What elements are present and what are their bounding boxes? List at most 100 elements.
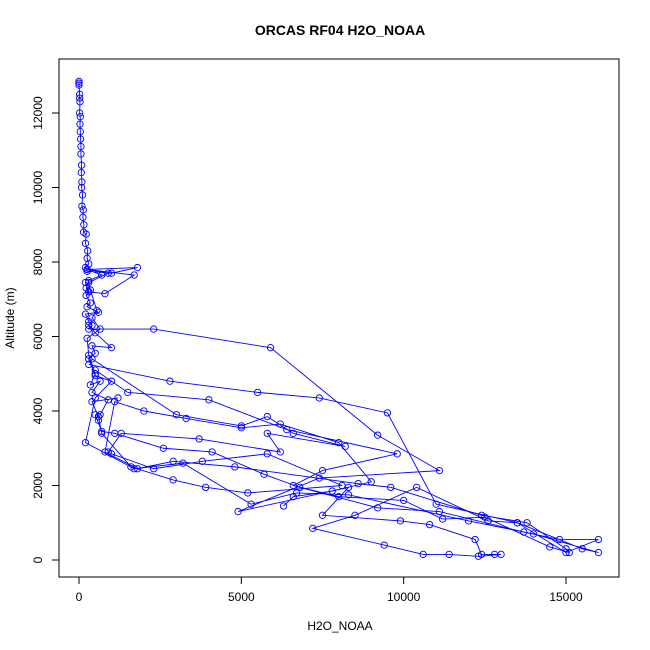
data-point	[101, 448, 109, 456]
series-5	[81, 265, 138, 424]
x-tick-label: 10000	[387, 590, 421, 604]
data-point	[263, 450, 271, 458]
x-axis: 0 5000 10000 15000	[76, 576, 583, 604]
data-point	[315, 394, 323, 402]
series-3	[88, 355, 349, 497]
data-point	[76, 98, 84, 106]
data-point	[76, 135, 85, 143]
data-point	[276, 420, 284, 428]
data-point	[351, 511, 359, 519]
data-point	[76, 113, 84, 121]
data-point	[179, 459, 187, 467]
data-point	[86, 381, 95, 389]
data-point	[555, 535, 564, 544]
data-point	[85, 278, 93, 287]
x-tick-label: 15000	[549, 590, 583, 604]
data-point	[96, 411, 104, 419]
data-point	[374, 431, 382, 439]
data-point	[344, 491, 353, 499]
x-tick-label: 0	[76, 590, 83, 604]
data-point	[81, 263, 90, 272]
data-point	[182, 414, 190, 423]
data-point	[83, 334, 91, 343]
data-point	[80, 221, 88, 229]
data-point	[88, 314, 96, 322]
y-tick-label: 8000	[31, 248, 45, 275]
data-point	[91, 349, 99, 357]
data-point	[82, 291, 90, 300]
data-point	[419, 550, 427, 559]
data-point	[234, 507, 242, 516]
data-point	[435, 466, 444, 475]
data-point	[266, 344, 275, 352]
data-point	[78, 191, 87, 199]
data-point	[374, 504, 382, 512]
series-line	[85, 269, 136, 421]
data-point	[438, 515, 447, 523]
data-point	[435, 507, 444, 516]
data-point	[594, 535, 603, 544]
data-point	[523, 519, 531, 527]
data-point	[205, 396, 213, 404]
data-point	[318, 466, 327, 475]
data-point	[253, 388, 262, 397]
data-point	[237, 422, 245, 430]
data-point	[380, 541, 388, 549]
data-point	[195, 435, 203, 443]
data-point	[474, 552, 482, 560]
data-point	[85, 351, 93, 359]
data-point	[77, 150, 85, 158]
data-point	[93, 306, 101, 315]
series-2	[85, 360, 603, 557]
data-point	[75, 90, 84, 99]
data-point	[84, 247, 92, 255]
data-point	[396, 517, 405, 525]
data-point	[77, 161, 86, 169]
data-point	[124, 388, 132, 397]
data-point	[104, 396, 112, 404]
data-point	[77, 168, 85, 177]
data-point	[471, 535, 479, 544]
series-line	[94, 369, 571, 554]
data-point	[107, 377, 116, 385]
data-point	[85, 325, 93, 333]
data-point	[387, 483, 395, 492]
data-point	[367, 478, 375, 486]
data-point	[497, 550, 505, 559]
plot-frame	[58, 58, 620, 578]
data-point	[296, 483, 304, 492]
data-point	[98, 429, 106, 437]
data-point	[111, 398, 119, 406]
data-point	[309, 524, 317, 532]
data-point	[78, 178, 86, 186]
data-point	[83, 265, 91, 274]
data-point	[78, 202, 86, 210]
data-point	[208, 448, 216, 456]
data-point	[413, 483, 421, 492]
series-4	[91, 366, 573, 557]
data-point	[169, 457, 177, 465]
y-axis: 0 2000 4000 6000 8000 10000 12000	[31, 96, 60, 563]
data-point	[546, 543, 554, 551]
data-point	[159, 444, 168, 452]
data-point	[166, 377, 174, 385]
data-point	[91, 329, 99, 337]
data-point	[82, 230, 90, 238]
data-point	[328, 487, 336, 495]
data-point	[140, 407, 148, 415]
data-point	[86, 286, 95, 294]
data-point	[94, 416, 103, 424]
data-point	[101, 290, 109, 298]
data-point	[150, 325, 158, 333]
data-point	[383, 409, 392, 417]
y-tick-label: 2000	[31, 472, 45, 499]
data-point	[79, 206, 87, 214]
data-point	[169, 476, 177, 484]
data-point	[318, 511, 327, 519]
data-point	[85, 321, 93, 329]
data-point	[107, 344, 116, 352]
data-point	[75, 109, 84, 117]
data-point	[76, 127, 84, 136]
data-point	[76, 120, 84, 128]
